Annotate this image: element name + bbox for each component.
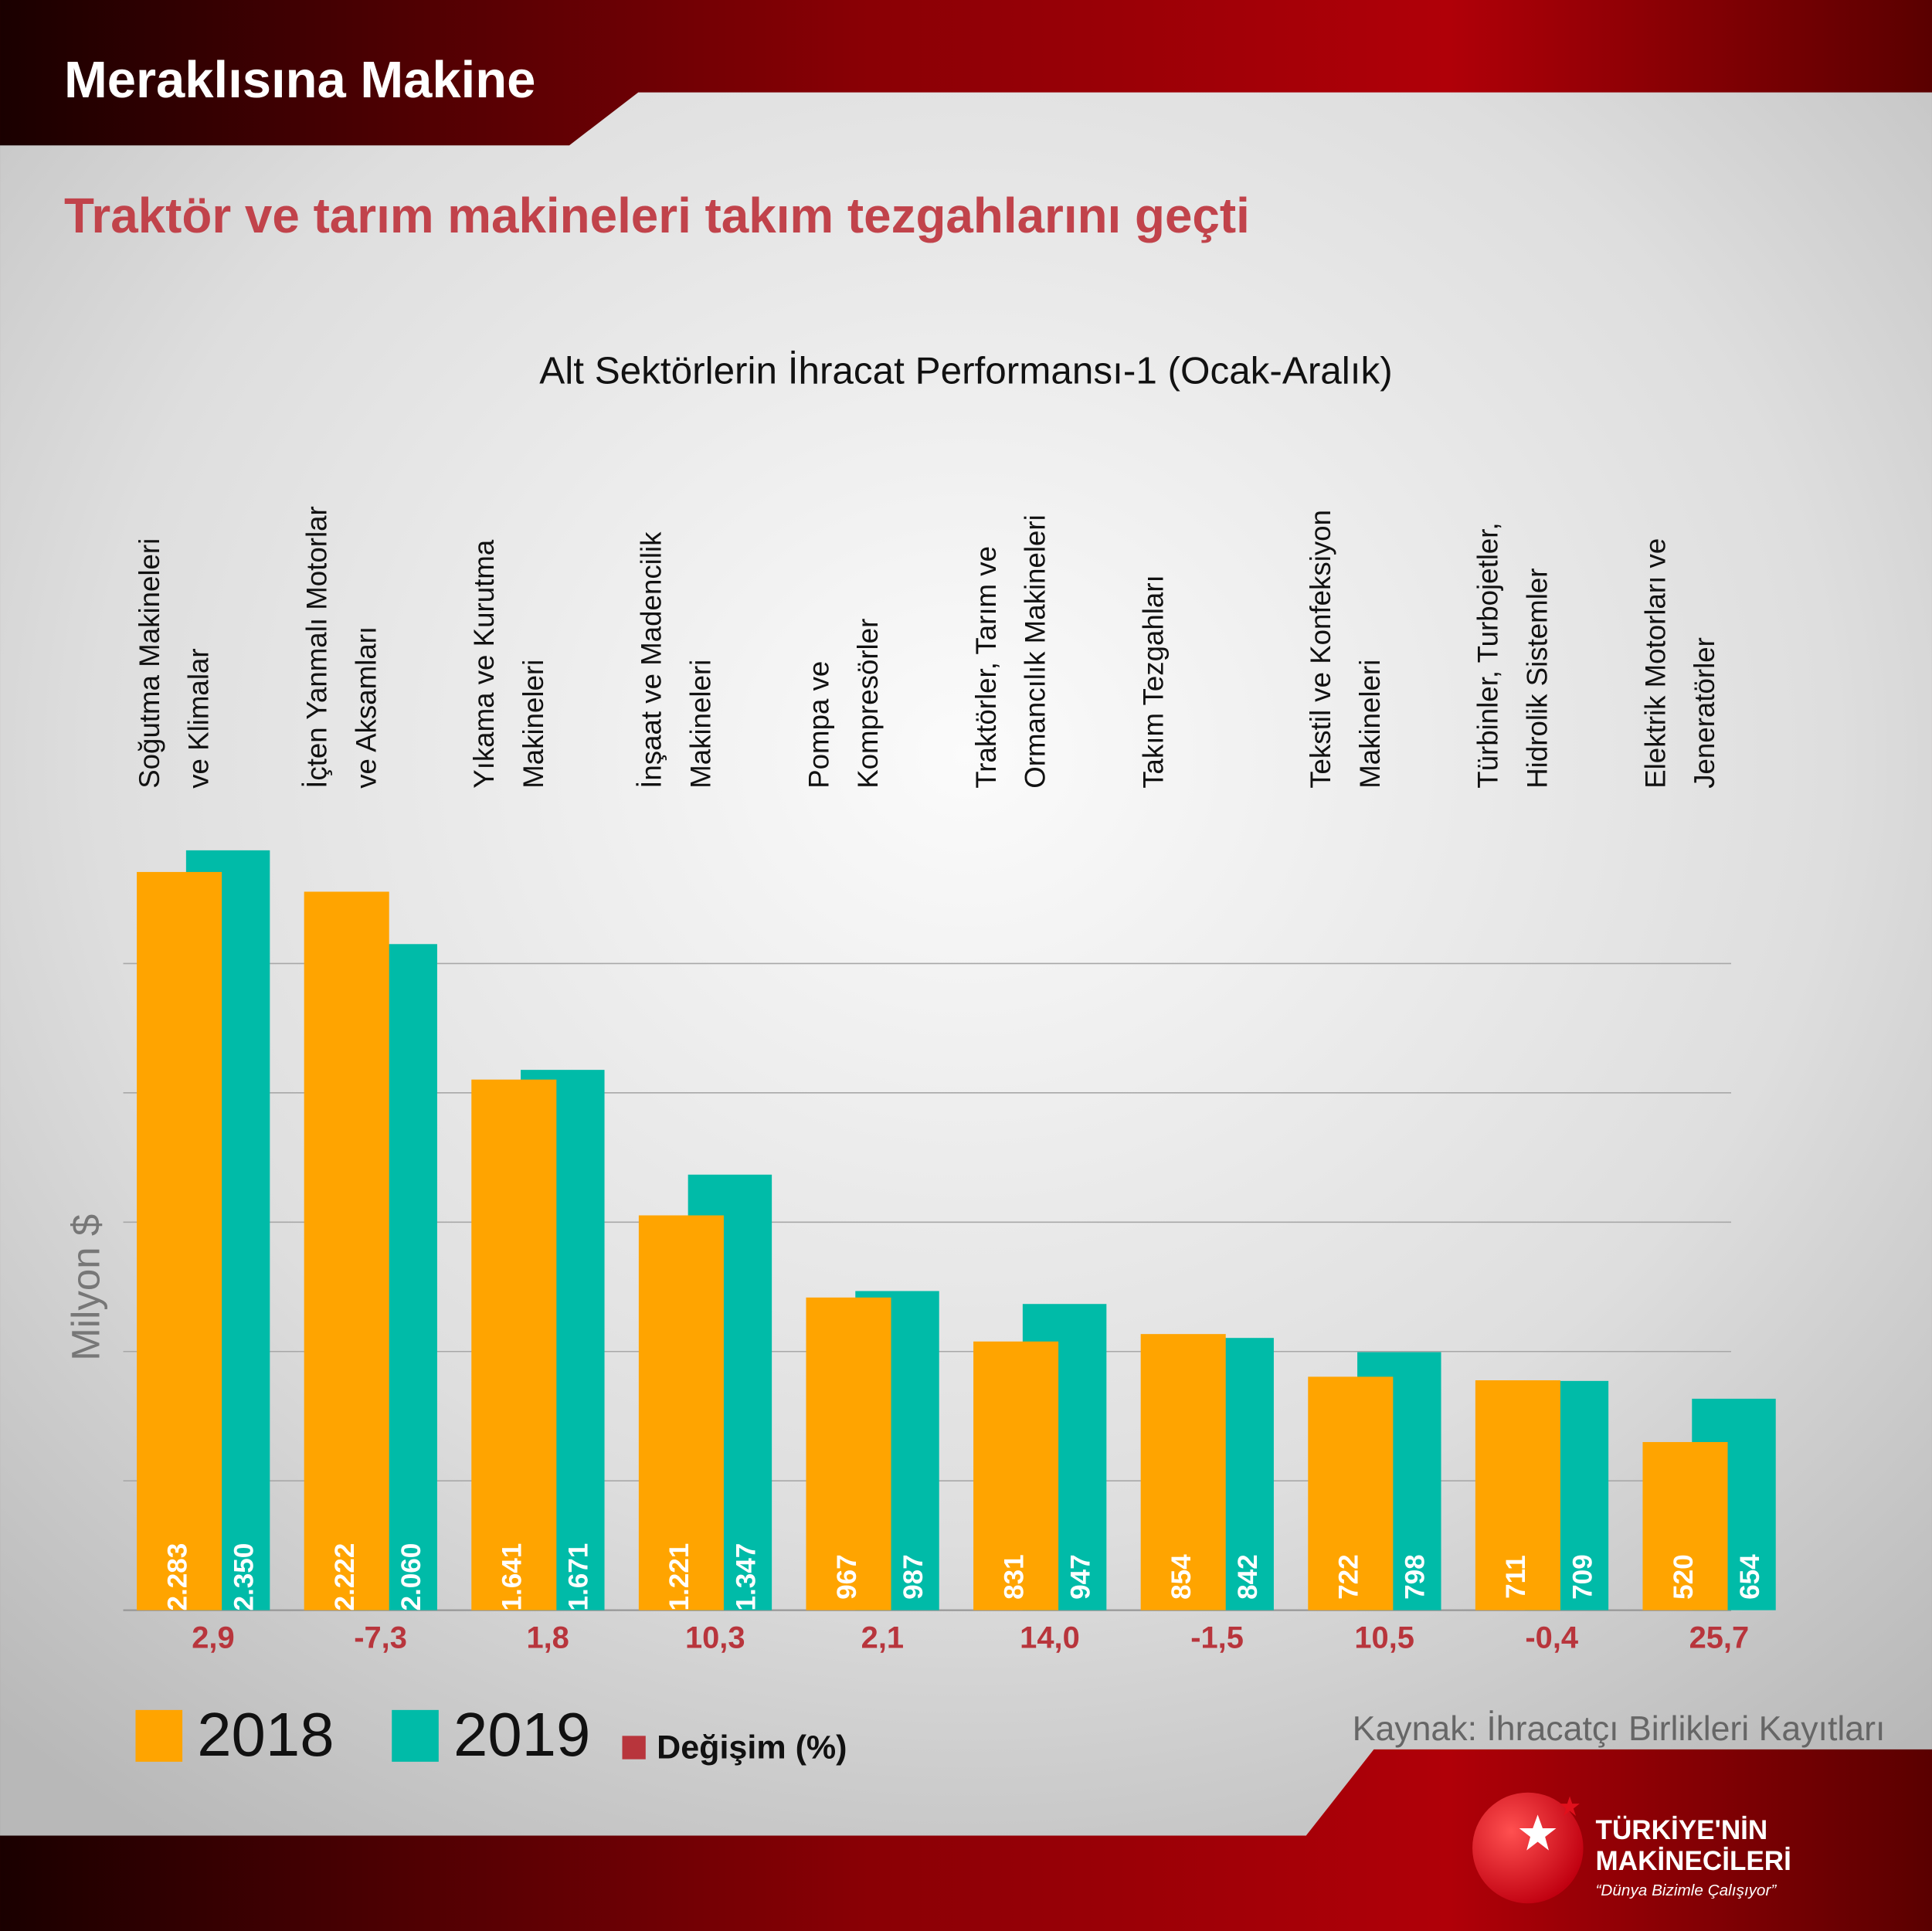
- y-axis-label: Milyon $: [63, 1214, 107, 1361]
- category-label: Soğutma Makineleri: [134, 538, 165, 789]
- value-label: 2.350: [229, 1543, 259, 1611]
- category-label: Pompa ve: [803, 661, 834, 789]
- category-label: Yıkama ve Kurutma: [468, 539, 500, 789]
- category-label: Takım Tezgahları: [1137, 575, 1169, 789]
- chart-title: Traktör ve tarım makineleri takım tezgah…: [64, 188, 1250, 243]
- value-label: 1.641: [497, 1543, 528, 1611]
- value-label: 1.221: [664, 1543, 694, 1611]
- legend-label: Değişim (%): [657, 1729, 847, 1766]
- bar: [471, 1079, 557, 1610]
- change-label: 10,3: [685, 1620, 745, 1654]
- category-label: Hidrolik Sistemler: [1521, 568, 1553, 789]
- value-label: 2.222: [330, 1543, 360, 1611]
- value-label: 854: [1166, 1554, 1197, 1600]
- chart-subtitle: Alt Sektörlerin İhracat Performansı-1 (O…: [539, 349, 1392, 392]
- value-label: 654: [1735, 1554, 1765, 1600]
- bars: 2.283 2.350 2,9 Soğutma Makineleri ve Klimal…: [134, 506, 1776, 1654]
- value-label: 2.283: [162, 1543, 192, 1611]
- bar: [973, 1341, 1059, 1610]
- legend-swatch: [135, 1709, 183, 1762]
- value-label: 967: [832, 1554, 862, 1600]
- change-label: 1,8: [526, 1620, 569, 1654]
- logo-star-small: [1560, 1796, 1580, 1817]
- category-label: İnşaat ve Madencilik: [636, 531, 667, 789]
- bar: [304, 891, 389, 1610]
- logo-star: [1519, 1814, 1557, 1851]
- bar: [1140, 1334, 1226, 1610]
- brand-line: TÜRKİYE'NİN: [1596, 1815, 1768, 1845]
- value-label: 722: [1334, 1554, 1364, 1600]
- category-label: Makineleri: [1354, 660, 1386, 789]
- change-label: -1,5: [1190, 1620, 1244, 1654]
- value-label: 520: [1669, 1554, 1699, 1600]
- bar: [1642, 1441, 1728, 1610]
- change-label: 2,9: [192, 1620, 234, 1654]
- bar: [137, 871, 222, 1610]
- bar: [806, 1297, 891, 1610]
- bar: [1475, 1380, 1560, 1610]
- category-label: Elektrik Motorları ve: [1639, 538, 1671, 789]
- value-label: 987: [898, 1554, 929, 1600]
- bar: [1308, 1376, 1394, 1610]
- legend-swatch: [622, 1736, 646, 1760]
- category-label: İçten Yanmalı Motorlar: [300, 506, 332, 789]
- category-label: ve Klimalar: [183, 648, 215, 788]
- legend: 2018 2019 Değişim (%): [135, 1700, 847, 1769]
- value-label: 1.347: [731, 1543, 761, 1611]
- category-label: Makineleri: [518, 660, 549, 789]
- category-label: Kompresörler: [852, 619, 884, 789]
- value-label: 947: [1065, 1554, 1095, 1600]
- brand-tagline: “Dünya Bizimle Çalışıyor”: [1596, 1882, 1778, 1899]
- category-label: Türbinler, Turbojetler,: [1472, 522, 1504, 788]
- category-label: ve Aksamları: [350, 626, 382, 789]
- legend-swatch: [392, 1709, 439, 1762]
- change-label: -7,3: [354, 1620, 407, 1654]
- change-label: 10,5: [1354, 1620, 1414, 1654]
- value-label: 709: [1567, 1554, 1598, 1600]
- legend-label: 2018: [197, 1700, 334, 1769]
- legend-label: 2019: [453, 1700, 590, 1769]
- category-label: Tekstil ve Konfeksiyon: [1305, 510, 1336, 789]
- value-label: 842: [1233, 1554, 1263, 1600]
- value-label: 711: [1501, 1555, 1531, 1599]
- category-label: Jeneratörler: [1689, 637, 1720, 789]
- change-label: -0,4: [1525, 1620, 1578, 1654]
- category-label: Ormancılık Makineleri: [1020, 514, 1051, 789]
- value-label: 831: [999, 1554, 1029, 1600]
- header: Meraklısına Makine: [64, 51, 535, 109]
- brand-line: MAKİNECİLERİ: [1596, 1846, 1791, 1876]
- source: Kaynak: İhracatçı Birlikleri Kayıtları: [1353, 1710, 1886, 1748]
- change-label: 25,7: [1689, 1620, 1750, 1654]
- bar: [638, 1215, 724, 1610]
- change-label: 2,1: [861, 1620, 904, 1654]
- value-label: 2.060: [396, 1543, 426, 1611]
- category-label: Traktörler, Tarım ve: [970, 546, 1002, 789]
- category-label: Makineleri: [684, 660, 716, 789]
- change-label: 14,0: [1020, 1620, 1080, 1654]
- value-label: 798: [1401, 1554, 1431, 1600]
- value-label: 1.671: [564, 1543, 594, 1611]
